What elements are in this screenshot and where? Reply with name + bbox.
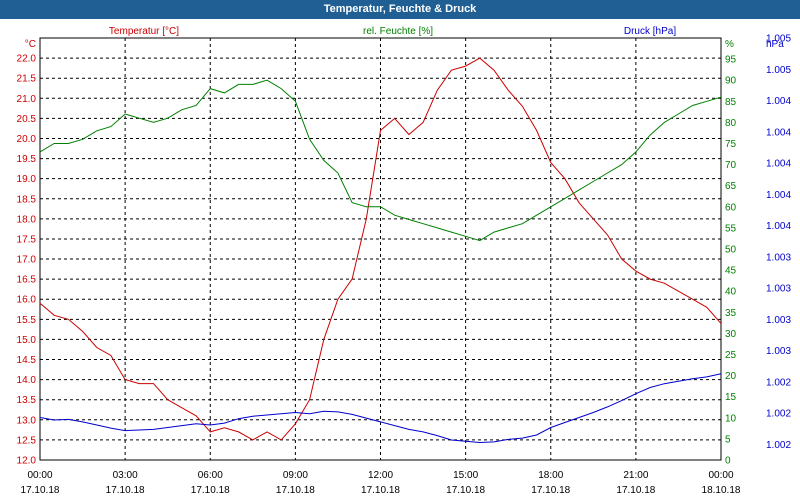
- pressure-tick-label: 1.004: [766, 159, 791, 170]
- temperature-tick-label: 14.0: [17, 375, 37, 386]
- temperature-tick-label: 12.5: [17, 435, 37, 446]
- humidity-tick-label: 0: [725, 456, 731, 467]
- humidity-tick-label: 5: [725, 434, 731, 445]
- humidity-tick-label: 90: [725, 76, 737, 87]
- humidity-tick-label: 15: [725, 392, 737, 403]
- temperature-tick-label: 13.0: [17, 415, 37, 426]
- humidity-series-label: rel. Feuchte [%]: [363, 26, 433, 37]
- humidity-tick-label: 50: [725, 245, 737, 256]
- temperature-tick-label: 15.5: [17, 315, 37, 326]
- humidity-tick-label: 75: [725, 139, 737, 150]
- humidity-unit: %: [725, 39, 734, 50]
- pressure-tick-label: 1.003: [766, 252, 791, 263]
- pressure-tick-label: 1.002: [766, 409, 791, 420]
- pressure-series-label: Druck [hPa]: [624, 26, 676, 37]
- x-tick-date: 17.10.18: [106, 485, 145, 496]
- humidity-tick-label: 45: [725, 266, 737, 277]
- temperature-series-label: Temperatur [°C]: [109, 26, 179, 37]
- x-tick-date: 17.10.18: [531, 485, 570, 496]
- x-tick-time: 15:00: [453, 470, 478, 481]
- x-tick-date: 17.10.18: [616, 485, 655, 496]
- temperature-tick-label: 17.0: [17, 255, 37, 266]
- pressure-tick-label: 1.002: [766, 440, 791, 451]
- chart-title: Temperatur, Feuchte & Druck: [0, 0, 800, 19]
- temperature-tick-label: 15.0: [17, 335, 37, 346]
- x-tick-date: 17.10.18: [21, 485, 60, 496]
- x-tick-time: 06:00: [198, 470, 223, 481]
- temperature-line: [39, 57, 722, 441]
- x-tick-date: 17.10.18: [276, 485, 315, 496]
- temperature-tick-label: 21.5: [17, 74, 37, 85]
- temperature-tick-label: 13.5: [17, 395, 37, 406]
- temperature-tick-label: 16.0: [17, 295, 37, 306]
- pressure-tick-label: 1.005: [766, 34, 791, 45]
- humidity-tick-label: 60: [725, 202, 737, 213]
- humidity-tick-label: 85: [725, 97, 737, 108]
- pressure-tick-label: 1.004: [766, 96, 791, 107]
- pressure-tick-label: 1.004: [766, 127, 791, 138]
- temperature-tick-label: 18.5: [17, 194, 37, 205]
- pressure-tick-label: 1.005: [766, 65, 791, 76]
- temperature-tick-label: 22.0: [17, 54, 37, 65]
- x-tick-time: 12:00: [368, 470, 393, 481]
- temperature-tick-label: 12.0: [17, 456, 37, 467]
- temperature-tick-label: 21.0: [17, 94, 37, 105]
- humidity-tick-label: 20: [725, 371, 737, 382]
- temperature-unit: °C: [25, 39, 36, 50]
- temperature-tick-label: 20.5: [17, 114, 37, 125]
- x-tick-date: 17.10.18: [191, 485, 230, 496]
- pressure-tick-label: 1.003: [766, 346, 791, 357]
- pressure-line: [39, 373, 722, 444]
- pressure-unit: hPa: [766, 39, 784, 50]
- humidity-tick-label: 65: [725, 181, 737, 192]
- temperature-tick-label: 17.5: [17, 234, 37, 245]
- humidity-tick-label: 55: [725, 223, 737, 234]
- temperature-tick-label: 18.0: [17, 214, 37, 225]
- x-tick-time: 00:00: [27, 470, 52, 481]
- x-tick-date: 17.10.18: [361, 485, 400, 496]
- pressure-tick-label: 1.003: [766, 315, 791, 326]
- pressure-tick-label: 1.004: [766, 221, 791, 232]
- x-tick-time: 09:00: [283, 470, 308, 481]
- pressure-tick-label: 1.004: [766, 190, 791, 201]
- humidity-tick-label: 30: [725, 329, 737, 340]
- humidity-tick-label: 35: [725, 308, 737, 319]
- pressure-tick-label: 1.003: [766, 284, 791, 295]
- humidity-line: [39, 79, 722, 242]
- humidity-tick-label: 95: [725, 55, 737, 66]
- humidity-tick-label: 25: [725, 350, 737, 361]
- temperature-tick-label: 20.0: [17, 134, 37, 145]
- pressure-tick-label: 1.002: [766, 377, 791, 388]
- humidity-tick-label: 80: [725, 118, 737, 129]
- humidity-tick-label: 10: [725, 413, 737, 424]
- temperature-tick-label: 14.5: [17, 355, 37, 366]
- x-tick-date: 18.10.18: [702, 485, 741, 496]
- x-tick-time: 03:00: [113, 470, 138, 481]
- x-tick-date: 17.10.18: [446, 485, 485, 496]
- humidity-tick-label: 70: [725, 160, 737, 171]
- x-tick-time: 18:00: [538, 470, 563, 481]
- x-tick-time: 21:00: [623, 470, 648, 481]
- temperature-tick-label: 16.5: [17, 275, 37, 286]
- temperature-tick-label: 19.0: [17, 174, 37, 185]
- x-tick-time: 00:00: [708, 470, 733, 481]
- humidity-tick-label: 40: [725, 287, 737, 298]
- temperature-tick-label: 19.5: [17, 154, 37, 165]
